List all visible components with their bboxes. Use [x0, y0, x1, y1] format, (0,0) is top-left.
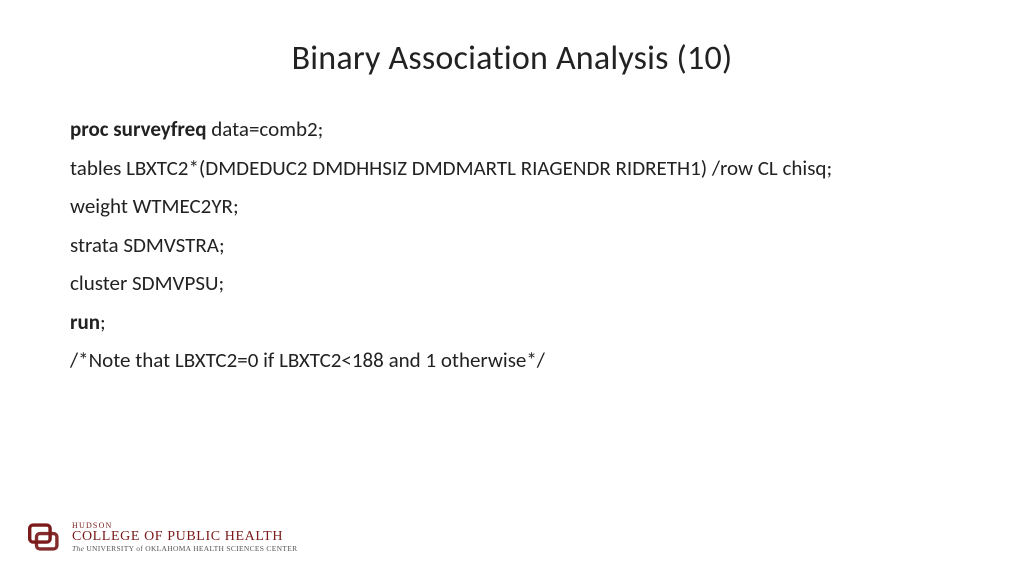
code-block: proc surveyfreq data=comb2; tables LBXTC…	[70, 113, 954, 377]
footer: HUDSON COLLEGE OF PUBLIC HEALTH The UNIV…	[28, 520, 297, 554]
code-line-1: proc surveyfreq data=comb2;	[70, 113, 954, 146]
slide: Binary Association Analysis (10) proc su…	[0, 0, 1024, 576]
ou-logo-icon	[28, 520, 62, 554]
code-line-5: cluster SDMVPSU;	[70, 267, 954, 300]
footer-univ-rest: UNIVERSITY of OKLAHOMA HEALTH SCIENCES C…	[84, 544, 297, 553]
slide-title: Binary Association Analysis (10)	[70, 38, 954, 79]
footer-university: The UNIVERSITY of OKLAHOMA HEALTH SCIENC…	[72, 545, 297, 553]
footer-college: COLLEGE OF PUBLIC HEALTH	[72, 530, 297, 545]
footer-text: HUDSON COLLEGE OF PUBLIC HEALTH The UNIV…	[72, 522, 297, 553]
keyword-run: run	[70, 309, 100, 335]
code-line-2: tables LBXTC2*(DMDEDUC2 DMDHHSIZ DMDMART…	[70, 152, 954, 185]
footer-univ-ital: The	[72, 544, 84, 553]
code-line-7: /*Note that LBXTC2=0 if LBXTC2<188 and 1…	[70, 344, 954, 377]
code-line-4: strata SDMVSTRA;	[70, 229, 954, 262]
keyword-proc: proc surveyfreq	[70, 116, 206, 142]
code-line-1-rest: data=comb2;	[206, 116, 323, 142]
code-line-6-rest: ;	[100, 309, 106, 335]
code-line-3: weight WTMEC2YR;	[70, 190, 954, 223]
code-line-6: run;	[70, 306, 954, 339]
